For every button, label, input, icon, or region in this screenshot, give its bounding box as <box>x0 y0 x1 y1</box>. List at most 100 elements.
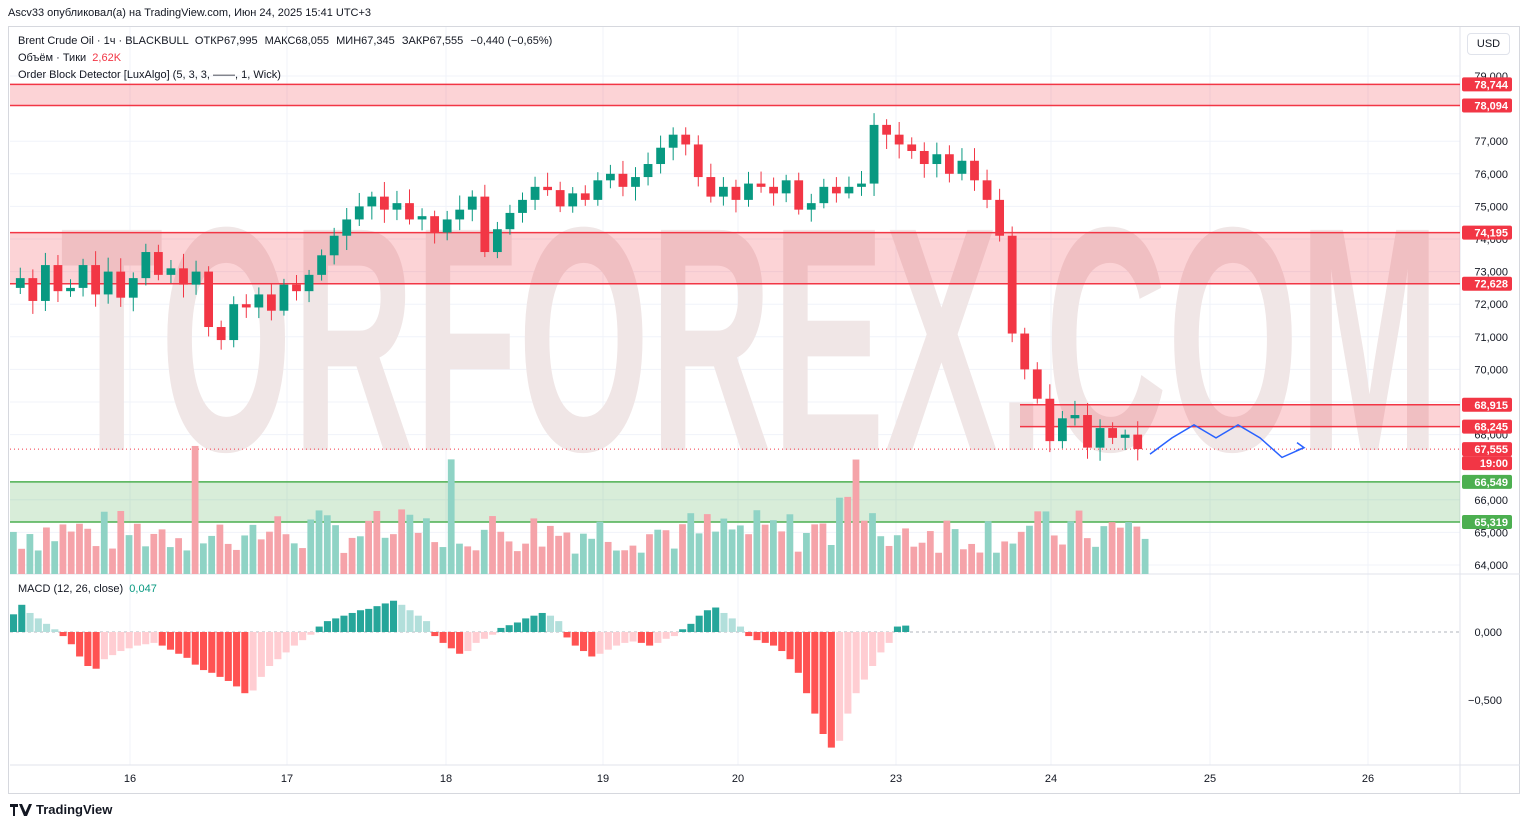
candle-body <box>693 144 703 178</box>
macd-bar <box>803 632 811 694</box>
volume-bar <box>761 524 769 574</box>
currency-button[interactable]: USD <box>1467 33 1510 55</box>
volume-bar <box>580 533 587 574</box>
macd-bar <box>117 632 125 652</box>
volume-bar <box>662 530 670 574</box>
macd-bar <box>736 626 745 632</box>
macd-bar <box>563 632 571 638</box>
volume-bar <box>902 528 909 574</box>
volume-bar <box>778 531 786 574</box>
candle-body <box>744 183 753 200</box>
candle-body <box>467 196 477 210</box>
price-badge <box>1462 98 1512 113</box>
legend-indicator-row[interactable]: Order Block Detector [LuxAlgo] (5, 3, 3,… <box>18 69 281 81</box>
candle-body <box>618 173 628 187</box>
macd-bar <box>555 621 563 632</box>
volume-bar <box>323 515 331 574</box>
macd-bar <box>571 632 579 646</box>
volume-bar <box>257 539 265 574</box>
macd-bar <box>778 632 786 652</box>
price-tick-label: 73,000 <box>1474 267 1508 279</box>
macd-bar <box>274 632 282 660</box>
macd-bar <box>489 632 497 635</box>
candle-body <box>932 154 942 165</box>
volume-bar <box>736 525 744 574</box>
macd-bar <box>497 627 505 632</box>
volume-bar <box>770 520 777 574</box>
legend-high-label: МАКС <box>264 35 296 47</box>
price-badge-label: 67,555 <box>1474 444 1508 456</box>
volume-bar <box>926 531 934 574</box>
legend-open: 67,995 <box>223 35 258 47</box>
candle-body <box>668 134 678 148</box>
volume-bar <box>100 511 108 574</box>
volume-bar <box>200 543 207 574</box>
volume-bar <box>456 543 463 574</box>
macd-bar <box>786 632 794 660</box>
volume-bar <box>803 532 810 574</box>
macd-bar <box>158 632 166 646</box>
candle-body <box>53 265 63 292</box>
macd-bar <box>414 615 422 632</box>
volume-bar <box>59 524 67 574</box>
macd-bar <box>18 604 26 632</box>
macd-bar <box>398 604 406 632</box>
candle-body <box>944 154 954 174</box>
time-tick-label: 19 <box>597 773 609 785</box>
volume-bar <box>489 516 496 574</box>
volume-bar <box>464 546 472 574</box>
candle-body <box>769 186 779 194</box>
price-labels: 78,744 78,094 74,195 72,628 68,915 68,245 67,5… <box>1462 77 1512 530</box>
volume-bar <box>26 534 34 574</box>
volume-bar <box>1034 511 1042 574</box>
volume-bar <box>307 519 315 574</box>
macd-bar <box>580 632 588 652</box>
volume-bar <box>34 550 42 574</box>
volume-bar <box>439 547 447 574</box>
volume-bar <box>472 550 480 574</box>
volume-bar <box>513 551 521 574</box>
candle-body <box>216 327 226 341</box>
legend-low: 67,345 <box>361 35 395 47</box>
price-badge-label: 78,744 <box>1474 79 1509 91</box>
macd-bar <box>456 632 464 654</box>
macd-bar <box>200 632 208 671</box>
volume-bar <box>224 543 232 574</box>
time-tick-label: 16 <box>124 773 136 785</box>
volume-bar <box>596 521 604 574</box>
volume-bar <box>216 524 224 574</box>
macd-bar <box>637 632 645 643</box>
volume-bar <box>563 532 571 574</box>
volume-bar <box>1125 522 1132 574</box>
volume-bar <box>670 548 678 574</box>
macd-bar <box>530 615 538 632</box>
candle-body <box>379 196 389 210</box>
price-tick-label: 75,000 <box>1474 201 1508 213</box>
macd-bar <box>646 632 654 646</box>
projection-arrowhead <box>1295 442 1306 452</box>
candle-body <box>116 271 126 298</box>
legend-symbol-row: Brent Crude Oil · 1ч · BLACKBULL ОТКР67,… <box>18 35 552 47</box>
macd-bar <box>340 615 348 632</box>
candle-body <box>970 160 979 181</box>
price-badge-label: 68,245 <box>1474 422 1508 434</box>
candle-body <box>844 186 854 194</box>
price-badge <box>1462 225 1512 240</box>
volume-bar <box>282 534 290 574</box>
price-badge <box>1462 397 1512 412</box>
volume-bar <box>1001 541 1009 574</box>
legend-macd-row[interactable]: MACD (12, 26, close) 0,047 <box>18 583 157 595</box>
volume-bar <box>836 497 843 574</box>
volume-bar <box>497 531 505 574</box>
footer-brand[interactable]: TradingView <box>10 802 112 817</box>
macd-bar <box>836 632 844 741</box>
volume-bar <box>827 544 835 574</box>
volume-bar <box>191 445 199 574</box>
volume-bar <box>1133 526 1141 574</box>
macd-bar <box>513 622 521 632</box>
candle-body <box>405 203 414 220</box>
price-badge-label: 66,549 <box>1474 477 1508 489</box>
volume-bar <box>1050 535 1058 574</box>
volume-bar <box>654 529 662 574</box>
